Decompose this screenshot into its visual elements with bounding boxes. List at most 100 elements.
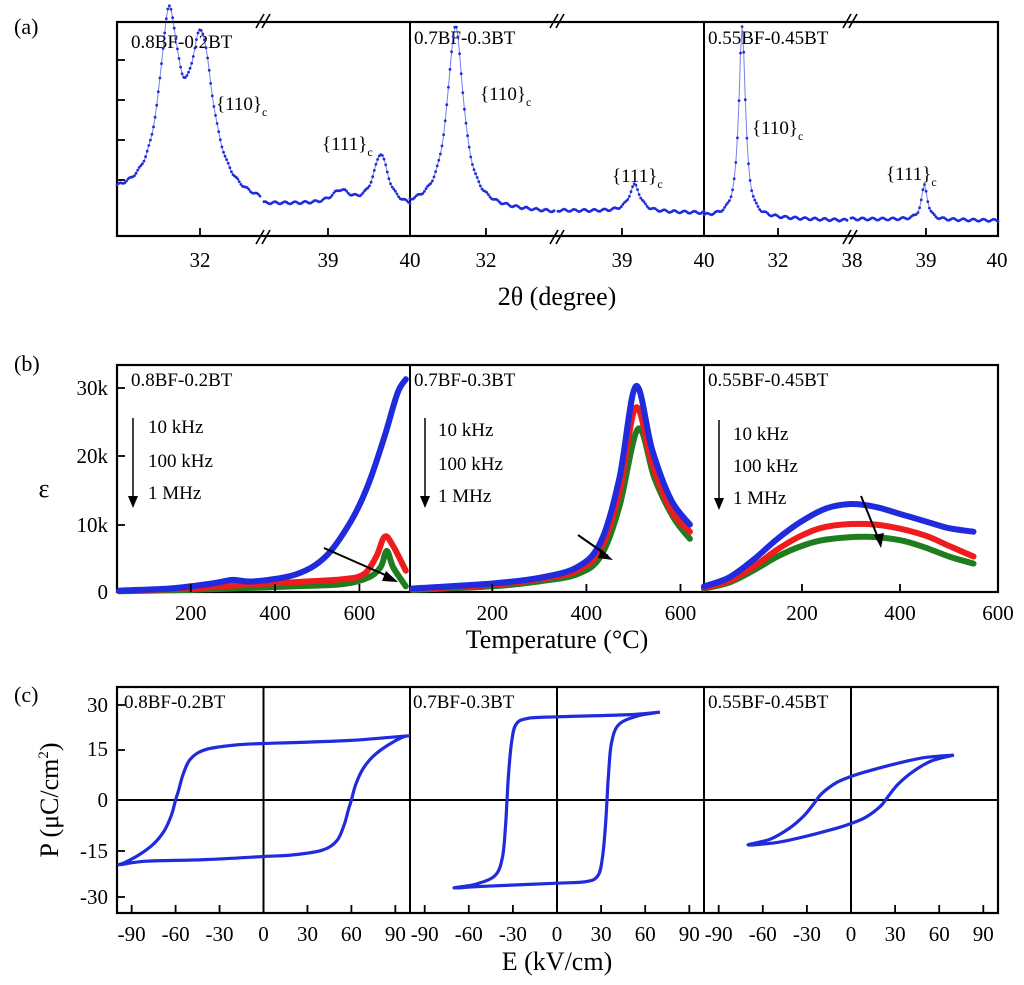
xrd-point (168, 4, 171, 8)
xrd-point (204, 46, 208, 50)
xrd-point (203, 38, 206, 42)
x-tick-label: 200 (786, 601, 818, 625)
x-tick-label: 90 (973, 922, 994, 946)
xrd-point (432, 175, 436, 179)
svg-text:{111}c: {111}c (322, 134, 373, 159)
svg-text:1 MHz: 1 MHz (148, 483, 201, 504)
x-tick-label: 60 (929, 922, 950, 946)
xrd-point (217, 130, 221, 134)
xrd-point (434, 170, 437, 174)
sample-label: 0.8BF-0.2BT (131, 370, 233, 391)
x-tick-label: 30 (591, 922, 612, 946)
xrd-point (195, 38, 198, 41)
frequency-legend: 10 kHz 100 kHz 1 MHz (420, 418, 503, 508)
xrd-point (408, 202, 412, 206)
y-tick-label: 15 (87, 737, 108, 761)
svg-text:100 kHz: 100 kHz (148, 451, 213, 472)
x-tick-label: 0 (846, 922, 857, 946)
xrd-point (724, 203, 728, 207)
xrd-point (488, 195, 492, 199)
xrd-point (361, 191, 365, 195)
xrd-point (133, 174, 136, 178)
xrd-point (185, 74, 189, 77)
x-tick-label: 600 (982, 601, 1014, 625)
xrd-point (487, 193, 490, 197)
permittivity-series (116, 533, 409, 594)
xrd-point (183, 76, 187, 79)
xrd-point (445, 103, 449, 107)
xrd-point (156, 90, 160, 94)
y-tick-label: 10k (77, 513, 109, 537)
x-tick-label: 39 (916, 248, 937, 272)
xrd-point (176, 47, 179, 51)
svg-text:{110}c: {110}c (752, 118, 803, 143)
xrd-point (634, 183, 638, 187)
x-tick-label: 30 (297, 922, 318, 946)
xrd-point (225, 158, 229, 162)
xrd-point (429, 182, 433, 185)
x-tick-label: -90 (118, 922, 146, 946)
y-axis-label: ε (39, 474, 50, 503)
x-tick-label: 400 (571, 601, 603, 625)
xrd-point (421, 192, 425, 195)
peak-annotation: {110}c (752, 118, 803, 143)
xrd-point (160, 62, 163, 65)
x-tick-label: -60 (455, 922, 483, 946)
xrd-point (472, 168, 476, 172)
xrd-point (737, 99, 741, 102)
xrd-point (926, 200, 930, 204)
xrd-point (136, 168, 140, 172)
xrd-point (385, 170, 389, 174)
xrd-point (431, 179, 434, 183)
x-tick-label: 200 (477, 601, 509, 625)
xrd-point (226, 161, 230, 165)
xrd-point (626, 198, 630, 201)
xrd-point (732, 177, 736, 181)
hysteresis-panel: (c) 0.8BF-0.2BT 0.7BF-0.3BT 0.55BF-0.45B… (14, 682, 1000, 976)
y-tick-label: -30 (80, 885, 108, 909)
xrd-point (424, 187, 428, 191)
xrd-point (751, 195, 755, 198)
xrd-point (199, 29, 203, 32)
xrd-point (928, 206, 931, 210)
x-axis-label: E (kV/cm) (502, 947, 612, 976)
xrd-point (742, 50, 746, 54)
sample-label: 0.7BF-0.3BT (414, 370, 516, 391)
xrd-point (618, 206, 621, 210)
peak-annotation: {110}c (480, 84, 531, 109)
xrd-point (169, 7, 173, 11)
x-tick-label: 400 (884, 601, 916, 625)
xrd-point (330, 193, 334, 197)
xrd-point (201, 32, 205, 36)
x-tick-label: 600 (344, 601, 376, 625)
permittivity-series (116, 376, 409, 594)
xrd-frame (115, 20, 1000, 238)
x-tick-label: -30 (499, 922, 527, 946)
xrd-point (731, 188, 734, 192)
xrd-point (477, 180, 481, 184)
x-tick-label: -30 (206, 922, 234, 946)
xrd-point (395, 192, 399, 196)
axis-break-mark (255, 229, 271, 245)
xrd-point (390, 185, 394, 189)
xrd-point (451, 35, 455, 38)
x-tick-label: 200 (175, 601, 207, 625)
xrd-point (469, 155, 473, 159)
x-tick-label: 90 (385, 922, 406, 946)
svg-text:{111}c: {111}c (886, 164, 937, 189)
x-tick-label: 32 (190, 248, 211, 272)
x-tick-label: 32 (768, 248, 789, 272)
xrd-point (193, 46, 197, 50)
xrd-point (152, 125, 155, 129)
xrd-point (921, 188, 925, 192)
xrd-point (387, 177, 391, 181)
xrd-point (158, 76, 162, 80)
hysteresis-x-ticks: -90 -60 -30 0 30 60 90 -90 -60 -30 0 30 60 90 -90 -60 -3… (118, 905, 994, 946)
peak-annotation: {110}c (216, 94, 267, 119)
xrd-point (479, 184, 482, 188)
xrd-point (125, 179, 128, 183)
dispersion-arrow (577, 534, 613, 560)
xrd-point (440, 144, 444, 148)
xrd-point (209, 82, 213, 85)
